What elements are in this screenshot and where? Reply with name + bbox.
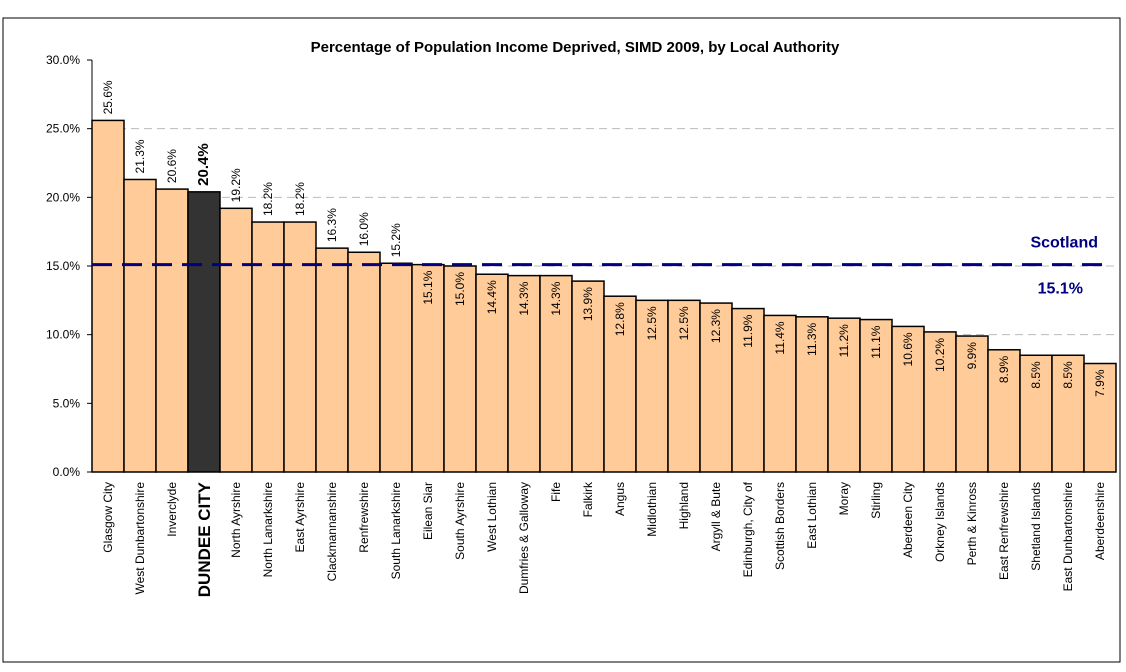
value-label: 20.6% — [165, 149, 179, 183]
bar — [475, 273, 509, 473]
value-label: 9.9% — [965, 342, 979, 370]
x-tick-label: Aberdeen City — [901, 482, 915, 558]
bar — [123, 178, 157, 473]
x-tick-label: Orkney Islands — [933, 482, 947, 562]
x-tick-label: Midlothian — [645, 482, 659, 537]
bar — [859, 318, 893, 473]
x-tick-label: Dumfries & Galloway — [517, 482, 531, 594]
value-label: 20.4% — [195, 143, 212, 186]
bar — [347, 251, 381, 473]
bar — [379, 262, 413, 473]
value-label: 12.5% — [645, 306, 659, 340]
value-label: 25.6% — [101, 80, 115, 114]
value-label: 11.2% — [837, 324, 851, 357]
y-tick-label: 10.0% — [46, 328, 80, 342]
y-tick-label: 5.0% — [53, 396, 81, 410]
x-tick-label: North Ayrshire — [229, 482, 243, 558]
value-label: 10.6% — [901, 332, 915, 366]
value-label: 18.2% — [261, 182, 275, 216]
bar — [315, 247, 349, 473]
value-label: 15.2% — [389, 223, 403, 257]
value-label: 15.1% — [421, 270, 435, 304]
y-tick-label: 30.0% — [46, 53, 80, 67]
value-label: 19.2% — [229, 168, 243, 202]
bar — [155, 188, 189, 473]
bar — [219, 207, 253, 473]
x-tick-label: Glasgow City — [101, 482, 115, 553]
value-label: 13.9% — [581, 287, 595, 321]
bar — [1051, 354, 1085, 473]
value-label: 12.3% — [709, 309, 723, 343]
value-label: 12.5% — [677, 306, 691, 340]
x-tick-label: East Dunbartonshire — [1061, 482, 1075, 592]
bar — [251, 221, 285, 473]
y-tick-label: 0.0% — [53, 465, 81, 479]
x-tick-label: Aberdeenshire — [1093, 482, 1107, 560]
bar — [827, 317, 861, 473]
x-tick-label: Scottish Borders — [773, 482, 787, 570]
value-label: 14.3% — [549, 281, 563, 315]
value-label: 14.3% — [517, 281, 531, 315]
value-label: 12.8% — [613, 302, 627, 336]
bar — [923, 331, 957, 473]
x-tick-label: East Renfrewshire — [997, 482, 1011, 580]
bar — [763, 314, 797, 473]
x-tick-label: Moray — [837, 482, 851, 515]
y-tick-label: 25.0% — [46, 122, 80, 136]
x-tick-label: East Ayrshire — [293, 482, 307, 553]
reference-name: Scotland — [1030, 235, 1098, 252]
y-tick-label: 20.0% — [46, 190, 80, 204]
bar — [507, 274, 541, 473]
value-label: 8.5% — [1029, 361, 1043, 389]
x-tick-label: South Ayrshire — [453, 482, 467, 560]
value-label: 21.3% — [133, 139, 147, 173]
x-tick-label: Eilean Siar — [421, 482, 435, 540]
bar — [411, 263, 445, 473]
x-tick-label: Perth & Kinross — [965, 482, 979, 565]
bar — [187, 191, 221, 473]
value-label: 16.3% — [325, 208, 339, 242]
value-label: 18.2% — [293, 182, 307, 216]
bar — [91, 119, 125, 473]
value-label: 15.0% — [453, 272, 467, 306]
value-label: 11.1% — [869, 325, 883, 358]
x-tick-label: Shetland Islands — [1029, 482, 1043, 571]
value-label: 7.9% — [1093, 369, 1107, 397]
value-label: 16.0% — [357, 212, 371, 246]
bar — [667, 299, 701, 473]
x-tick-label: North Lanarkshire — [261, 482, 275, 578]
value-label: 11.3% — [805, 322, 819, 355]
reference-label: 15.1% — [1038, 281, 1083, 298]
y-tick-label: 15.0% — [46, 259, 80, 273]
x-tick-label: Fife — [549, 482, 563, 502]
x-tick-label: West Dunbartonshire — [133, 482, 147, 595]
x-tick-label: Angus — [613, 482, 627, 516]
value-label: 8.9% — [997, 355, 1011, 383]
value-label: 8.5% — [1061, 361, 1075, 389]
chart-title: Percentage of Population Income Deprived… — [311, 39, 840, 56]
x-tick-label: Stirling — [869, 482, 883, 519]
x-tick-label: East Lothian — [805, 482, 819, 549]
x-tick-label: Edinburgh, City of — [741, 481, 755, 577]
x-tick-label: Falkirk — [581, 481, 595, 517]
x-tick-label: Inverclyde — [165, 482, 179, 537]
x-tick-label: West Lothian — [485, 482, 499, 552]
bar — [283, 221, 317, 473]
x-tick-label: Argyll & Bute — [709, 482, 723, 552]
value-label: 11.4% — [773, 321, 787, 354]
x-tick-label: South Lanarkshire — [389, 482, 403, 580]
x-tick-label: Highland — [677, 482, 691, 529]
value-label: 10.2% — [933, 338, 947, 372]
value-label: 11.9% — [741, 314, 755, 347]
value-label: 14.4% — [485, 280, 499, 314]
x-tick-label: DUNDEE CITY — [195, 481, 214, 597]
x-tick-label: Renfrewshire — [357, 482, 371, 553]
x-tick-label: Clackmannanshire — [325, 482, 339, 582]
